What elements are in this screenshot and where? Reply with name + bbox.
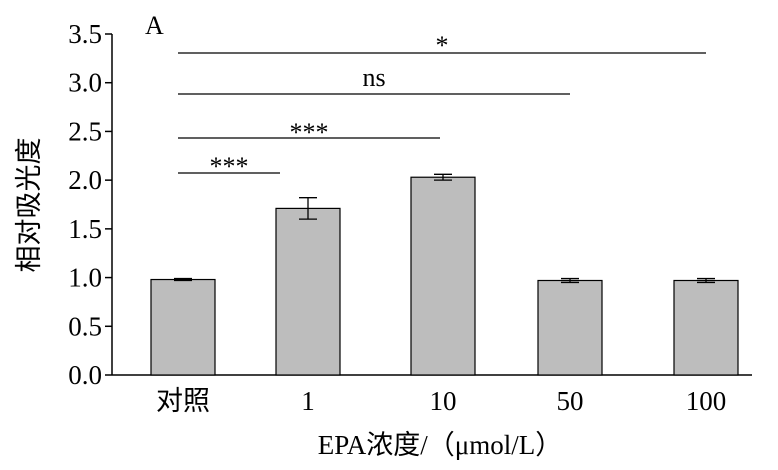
- significance-label: ***: [210, 152, 249, 181]
- bar: [150, 278, 216, 376]
- y-tick-label: 2.5: [68, 116, 102, 146]
- y-axis-title: 相对吸光度: [14, 138, 44, 273]
- bar: [537, 279, 603, 376]
- x-tick-label: 50: [557, 386, 584, 416]
- bar: [410, 176, 476, 376]
- y-tick-label: 0.0: [68, 360, 102, 390]
- panel-label: A: [145, 11, 164, 40]
- y-tick-label: 0.5: [68, 311, 102, 341]
- x-tick-labels: 对照 1 10 50 100: [156, 386, 726, 416]
- significance-brackets: *** *** ns *: [178, 31, 706, 181]
- bar: [673, 279, 739, 376]
- y-tick-label: 1.5: [68, 214, 102, 244]
- y-tick-label: 1.0: [68, 263, 102, 293]
- x-tick-label: 10: [430, 386, 457, 416]
- y-tick-label: 3.5: [68, 19, 102, 49]
- bars: [150, 176, 739, 376]
- x-tick-label: 100: [686, 386, 727, 416]
- y-tick-label: 3.0: [68, 68, 102, 98]
- significance-label: ***: [290, 118, 329, 147]
- x-tick-label: 对照: [156, 386, 210, 416]
- significance-label: ns: [362, 63, 385, 92]
- error-bars: [174, 173, 715, 284]
- y-tick-label: 2.0: [68, 165, 102, 195]
- y-ticks: 0.0 0.5 1.0 1.5 2.0 2.5 3.0 3.5: [68, 19, 112, 390]
- x-tick-label: 1: [301, 386, 315, 416]
- significance-label: *: [436, 31, 449, 60]
- bar: [275, 207, 341, 376]
- x-axis-title: EPA浓度/（μmol/L）: [318, 430, 563, 460]
